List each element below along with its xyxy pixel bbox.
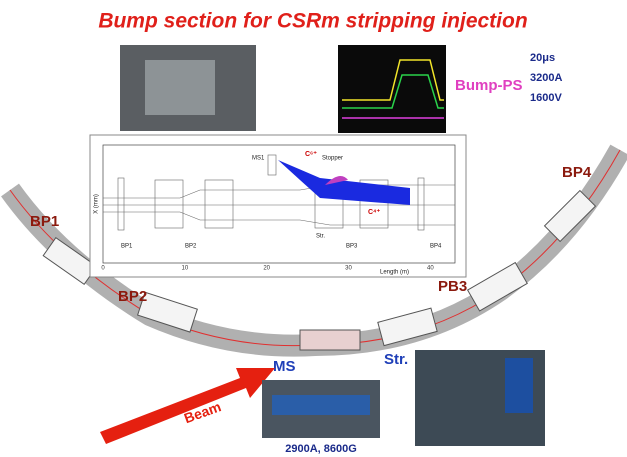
photo-detail <box>272 395 370 415</box>
x-tick-label: 10 <box>181 266 188 272</box>
element-label: BP1 <box>121 244 133 250</box>
ms-label: MS <box>273 358 296 375</box>
x-tick-label: 40 <box>427 266 434 272</box>
title: Bump section for CSRm stripping injectio… <box>98 10 527 33</box>
stopper-label: Stopper <box>322 156 343 162</box>
y-axis-label: X (mm) <box>94 194 100 214</box>
bump-section <box>300 330 360 350</box>
bp4-label: BP4 <box>562 164 592 181</box>
beam-arrow <box>100 368 275 444</box>
element-label: BP3 <box>346 244 358 250</box>
photo-detail <box>505 358 533 413</box>
photo-detail <box>145 60 215 115</box>
element-label: BP2 <box>185 244 197 250</box>
str-label: Str. <box>384 351 408 368</box>
x-tick-label: 30 <box>345 266 352 272</box>
element-label: BP4 <box>430 244 442 250</box>
spec: 1600V <box>530 92 562 104</box>
bp1-label: BP1 <box>30 213 59 230</box>
c6-label: C⁶⁺ <box>305 151 317 158</box>
x-tick-label: 20 <box>263 266 270 272</box>
ms1-label: MS1 <box>252 156 265 162</box>
inset-plot <box>90 135 466 277</box>
pb3-label: PB3 <box>438 278 467 295</box>
element-label: Str. <box>316 234 325 240</box>
spec: 3200A <box>530 72 562 84</box>
bump-ps-label: Bump-PS <box>455 77 523 94</box>
page: {"header": {"title": "Bump section for C… <box>0 0 627 457</box>
bp2-label: BP2 <box>118 288 147 305</box>
x-axis-label: Length (m) <box>380 270 409 276</box>
photo-caption: 2900A, 8600G <box>285 443 357 455</box>
c4-label: C⁴⁺ <box>368 209 381 216</box>
slide: Bump section for CSRm stripping injectio… <box>0 0 627 457</box>
spec: 20μs <box>530 52 555 64</box>
